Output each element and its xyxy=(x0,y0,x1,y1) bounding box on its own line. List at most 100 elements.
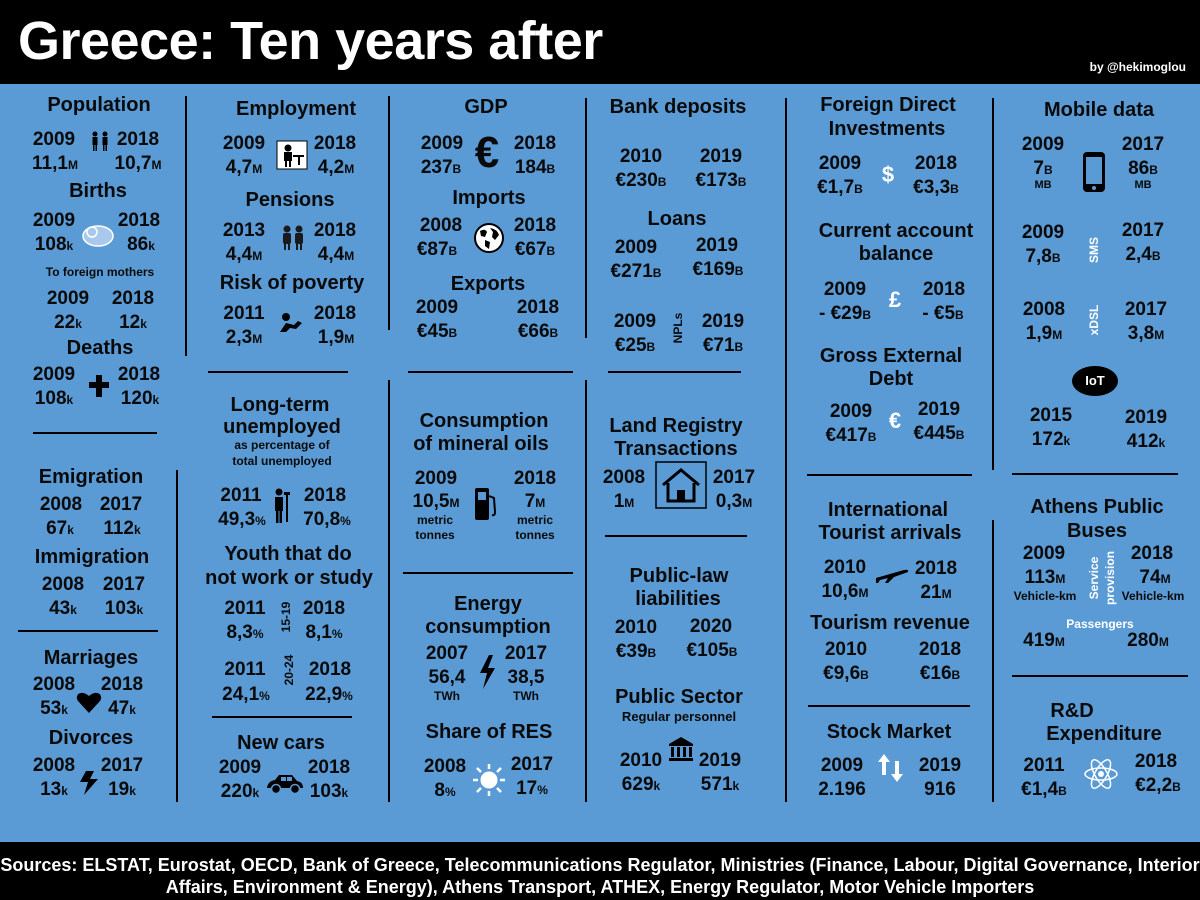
external-year-2: 2019 xyxy=(917,399,961,420)
foreign-mothers-year-1: 2009 xyxy=(46,288,90,309)
euro-icon: € xyxy=(474,128,500,177)
sms-value-2: 2,4B xyxy=(1125,244,1161,265)
marriages-year-1: 2008 xyxy=(32,674,76,695)
tourism-title: Tourism revenue xyxy=(810,612,970,634)
poverty-year-2: 2018 xyxy=(313,303,357,324)
divider xyxy=(992,98,994,470)
buses-title-1: Athens Public xyxy=(1030,496,1164,518)
publiclaw-year-1: 2010 xyxy=(614,617,658,638)
euro-icon-2: € xyxy=(888,408,902,433)
pensions-value-1: 4,4M xyxy=(225,244,263,265)
baby-icon xyxy=(82,225,114,247)
external-title-2: Debt xyxy=(868,368,914,390)
people-icon xyxy=(92,131,108,151)
buses-title-2: Buses xyxy=(1066,520,1128,542)
births-title: Births xyxy=(69,180,127,202)
youth-age-label-2: 20-24 xyxy=(282,654,296,686)
buses-passengers-label: Passengers xyxy=(1066,617,1134,631)
publicsector-sub: Regular personnel xyxy=(621,709,737,724)
energy-year-2: 2017 xyxy=(504,643,548,664)
youth-title-2: not work or study xyxy=(205,567,373,589)
fdi-year-1: 2009 xyxy=(818,153,862,174)
employment-value-2: 4,2M xyxy=(317,157,355,178)
longterm-year-2: 2018 xyxy=(303,485,347,506)
res-value-2: 17% xyxy=(516,778,548,799)
gdp-value-2: 184B xyxy=(514,157,556,178)
loans-year-1: 2009 xyxy=(614,237,658,258)
youth-value-4: 22,9% xyxy=(305,684,353,705)
stock-title: Stock Market xyxy=(826,721,952,743)
sms-year-1: 2009 xyxy=(1021,222,1065,243)
loans-year-2: 2019 xyxy=(695,235,739,256)
emigration-year-1: 2008 xyxy=(39,494,83,515)
npls-value-2: €71B xyxy=(702,335,744,356)
xdsl-label: xDSL xyxy=(1087,304,1101,336)
sources-line-1: Sources: ELSTAT, Eurostat, OECD, Bank of… xyxy=(0,855,1200,875)
publicsector-year-1: 2010 xyxy=(619,750,663,771)
current-value-2: - €5B xyxy=(922,303,964,324)
mineral-year-2: 2018 xyxy=(513,468,557,489)
buses-passengers-2: 280M xyxy=(1127,630,1169,651)
current-year-2: 2018 xyxy=(922,279,966,300)
sun-icon xyxy=(473,764,505,796)
youth-year-4: 2018 xyxy=(308,659,352,680)
office-worker-icon xyxy=(276,140,308,170)
poverty-icon xyxy=(280,313,302,332)
youth-year-2: 2018 xyxy=(302,598,346,619)
longterm-title-1: Long-term xyxy=(230,394,330,416)
xdsl-year-2: 2017 xyxy=(1124,299,1168,320)
imports-year-2: 2018 xyxy=(513,215,557,236)
population-title: Population xyxy=(47,94,151,116)
fdi-title-2: Investments xyxy=(828,118,946,140)
divider xyxy=(1012,675,1188,677)
mineral-title-2: of mineral oils xyxy=(413,433,549,455)
mobile-year-1: 2009 xyxy=(1021,134,1065,155)
emigration-value-1: 67k xyxy=(46,518,74,539)
publiclaw-value-2: €105B xyxy=(686,640,738,661)
youth-title-1: Youth that do xyxy=(224,543,352,565)
page-title: Greece: Ten years after xyxy=(18,11,603,71)
sms-value-1: 7,8B xyxy=(1025,246,1061,267)
exports-title: Exports xyxy=(450,273,526,295)
imports-value-1: €87B xyxy=(416,239,458,260)
tourists-value-2: 21M xyxy=(920,582,952,603)
population-year-1: 2009 xyxy=(32,129,76,150)
publicsector-value-1: 629k xyxy=(621,774,661,795)
births-year-1: 2009 xyxy=(32,210,76,231)
employment-year-1: 2009 xyxy=(222,133,266,154)
iot-year-1: 2015 xyxy=(1029,405,1073,426)
cross-icon xyxy=(89,375,109,397)
exports-value-2: €66B xyxy=(517,321,559,342)
longterm-value-1: 49,3% xyxy=(218,509,266,530)
buses-passengers-1: 419M xyxy=(1023,630,1065,651)
iot-badge: IoT xyxy=(1072,366,1118,396)
publicsector-title: Public Sector xyxy=(615,686,743,708)
divider xyxy=(785,98,787,802)
government-building-icon xyxy=(669,737,693,761)
stock-value-2: 916 xyxy=(924,779,956,800)
publiclaw-value-1: €39B xyxy=(615,641,657,662)
divider xyxy=(212,716,352,718)
external-year-1: 2009 xyxy=(829,401,873,422)
rd-year-2: 2018 xyxy=(1134,751,1178,772)
airplane-icon xyxy=(876,569,909,583)
youth-age-label-1: 15-19 xyxy=(279,601,293,633)
buses-unit-2: Vehicle-km xyxy=(1121,589,1185,603)
employment-value-1: 4,7M xyxy=(225,157,263,178)
mineral-value-1: 10,5M xyxy=(412,491,460,512)
fdi-title-1: Foreign Direct xyxy=(820,94,956,116)
pensions-year-2: 2018 xyxy=(313,220,357,241)
poverty-title: Risk of poverty xyxy=(219,272,365,294)
newcars-year-2: 2018 xyxy=(307,757,351,778)
imports-value-2: €67B xyxy=(514,239,556,260)
buses-label-2: provision xyxy=(1103,550,1117,606)
npls-value-1: €25B xyxy=(614,335,656,356)
newcars-title: New cars xyxy=(237,732,325,754)
foreign-mothers-value-1: 22k xyxy=(54,312,82,333)
tourism-value-2: €16B xyxy=(919,663,961,684)
tourists-year-2: 2018 xyxy=(914,558,958,579)
res-value-1: 8% xyxy=(434,780,456,801)
land-title-2: Transactions xyxy=(614,438,738,460)
globe-icon xyxy=(474,223,504,253)
foreign-mothers-year-2: 2018 xyxy=(111,288,155,309)
